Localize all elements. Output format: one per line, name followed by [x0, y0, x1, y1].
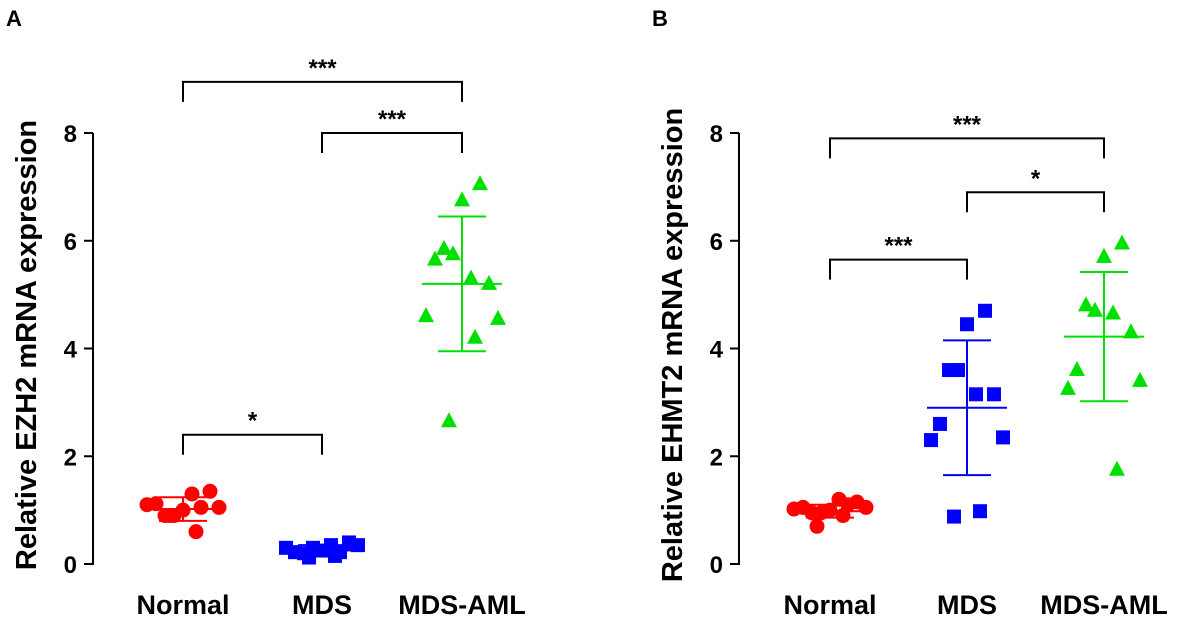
significance-bracket	[182, 433, 323, 455]
data-point	[211, 499, 227, 515]
data-point	[188, 524, 204, 540]
data-point	[445, 245, 461, 261]
y-tick-label: 0	[710, 552, 723, 579]
data-point	[960, 317, 974, 332]
data-point	[1123, 323, 1139, 339]
data-point	[1096, 247, 1112, 263]
significance-label: ***	[378, 106, 407, 133]
y-tick-label: 4	[710, 337, 724, 364]
data-point	[835, 508, 851, 524]
data-point	[947, 509, 961, 524]
data-point	[467, 328, 483, 344]
y-ticks-b: 0 2 4 6 8	[710, 121, 739, 579]
data-point	[1069, 361, 1085, 377]
data-point	[1114, 234, 1130, 250]
data-point	[351, 538, 365, 553]
significance-bracket	[829, 137, 1105, 159]
data-point	[1132, 371, 1148, 387]
data-point	[813, 505, 829, 521]
data-point	[481, 274, 497, 290]
data-point	[202, 483, 218, 499]
significance-label: ***	[884, 233, 913, 260]
x-categories-a: Normal MDS MDS-AML	[136, 590, 525, 620]
y-tick-label: 6	[710, 229, 723, 256]
data-point	[924, 433, 938, 448]
x-category-label: Normal	[136, 590, 229, 620]
data-point	[933, 416, 947, 431]
x-category-label: MDS	[292, 590, 352, 620]
data-point	[1087, 301, 1103, 317]
significance-bracket	[966, 191, 1105, 213]
x-category-label: MDS-AML	[1040, 590, 1167, 620]
x-category-label: Normal	[783, 590, 876, 620]
data-point	[454, 191, 470, 207]
y-tick-label: 8	[64, 121, 77, 148]
y-axis-label-b: Relative EHMT2 mRNA expression	[657, 108, 689, 582]
significance-brackets-a: *******	[182, 55, 463, 455]
data-point	[427, 250, 443, 266]
data-point	[463, 269, 479, 285]
data-points-b	[786, 234, 1148, 534]
data-point	[324, 538, 338, 553]
x-category-label: MDS	[937, 590, 997, 620]
data-point	[996, 430, 1010, 445]
data-points-a	[139, 175, 506, 565]
data-point	[978, 303, 992, 318]
data-point	[139, 497, 155, 513]
y-tick-label: 8	[710, 121, 723, 148]
data-point	[328, 548, 342, 563]
y-tick-label: 2	[710, 444, 723, 471]
data-point	[858, 499, 874, 515]
data-point	[472, 175, 488, 191]
data-point	[418, 307, 434, 323]
data-point	[831, 491, 847, 507]
y-axis-label-a: Relative EZH2 mRNA expression	[11, 120, 43, 570]
significance-bracket	[321, 132, 463, 153]
x-category-label: MDS-AML	[398, 590, 525, 620]
data-point	[969, 387, 983, 402]
data-point	[490, 309, 506, 325]
data-point	[279, 540, 293, 555]
significance-label: *	[1031, 165, 1041, 192]
data-point	[987, 387, 1001, 402]
significance-bracket	[829, 258, 968, 280]
data-point	[162, 508, 178, 524]
significance-label: ***	[953, 111, 982, 138]
data-point	[441, 412, 457, 428]
panel-letter-a: A	[6, 6, 22, 31]
significance-bracket	[182, 80, 463, 102]
significance-label: *	[248, 408, 258, 435]
panel-b: B Relative EHMT2 mRNA expression 0 2 4 6 8 *…	[652, 6, 1168, 620]
data-point	[1105, 304, 1121, 320]
data-point	[973, 504, 987, 519]
x-categories-b: Normal MDS MDS-AML	[783, 590, 1167, 620]
data-point	[184, 486, 200, 502]
data-point	[193, 499, 209, 515]
panel-letter-b: B	[652, 6, 668, 31]
y-ticks-a: 0 2 4 6 8	[64, 121, 93, 579]
data-point	[786, 501, 802, 517]
data-point	[809, 518, 825, 534]
y-tick-label: 4	[64, 337, 78, 364]
significance-label: ***	[308, 55, 337, 82]
significance-brackets-b: *******	[829, 111, 1105, 280]
data-point	[1078, 296, 1094, 312]
y-tick-label: 0	[64, 552, 77, 579]
data-point	[1060, 379, 1076, 395]
data-point	[1109, 460, 1125, 476]
y-tick-label: 6	[64, 229, 77, 256]
data-point	[302, 550, 316, 565]
data-point	[436, 239, 452, 255]
y-tick-label: 2	[64, 444, 77, 471]
data-point	[951, 363, 965, 378]
